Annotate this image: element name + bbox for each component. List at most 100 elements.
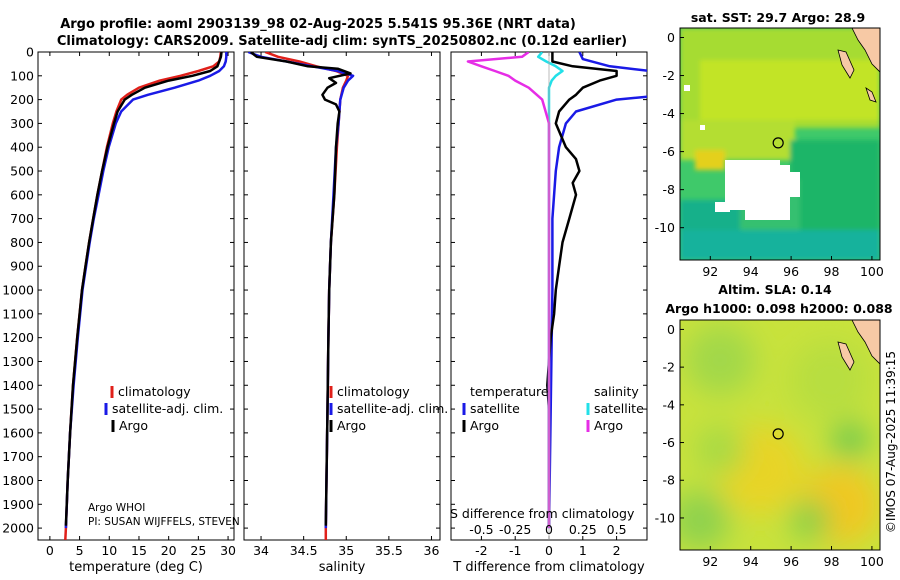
latitude-label: -6: [663, 144, 676, 159]
sla-map-title-line1: Altim. SLA: 0.14: [718, 282, 832, 297]
figure-title-line2: Climatology: CARS2009. Satellite-adj cli…: [57, 34, 627, 49]
x-tick-label: 30: [220, 543, 236, 558]
imos-copyright: ©IMOS 07-Aug-2025 11:39:15: [884, 351, 898, 533]
x-tick-label: -1: [509, 543, 521, 558]
figure-title-line1: Argo profile: aoml 2903139_98 02-Aug-202…: [60, 17, 576, 32]
x-tick-label: 15: [131, 543, 147, 558]
salinity-lines: [247, 52, 355, 540]
sla-map-panel: Altim. SLA: 0.14 Argo h1000: 0.098 h2000…: [655, 282, 893, 569]
s-difference-label: S difference from climatology: [450, 506, 635, 521]
salinity-y-ticks: [244, 51, 440, 529]
latitude-label: -4: [663, 106, 676, 121]
longitude-label: 98: [824, 264, 840, 279]
sla-map-image: [680, 320, 880, 550]
depth-tick-label: 1000: [2, 283, 34, 298]
s-tick-label: -0.25: [499, 522, 531, 537]
float-pi-note: PI: SUSAN WIJFFELS, STEVEN: [88, 516, 240, 528]
depth-tick-label: 200: [10, 92, 34, 107]
sla-map-ticks: 92 94 96 98 100 0 -2 -4 -6 -8 -10: [655, 322, 884, 569]
depth-tick-label: 2000: [2, 521, 34, 536]
latitude-label: -4: [663, 397, 676, 412]
latitude-label: -6: [663, 435, 676, 450]
depth-tick-label: 100: [10, 68, 34, 83]
series-line-argo: [250, 52, 352, 526]
t-difference-label: T difference from climatology: [452, 560, 645, 575]
sla-map-frame: [679, 319, 881, 551]
longitude-label: 96: [783, 554, 799, 569]
latitude-label: -8: [663, 182, 676, 197]
depth-tick-label: 700: [10, 211, 34, 226]
temperature-axes-frame: [37, 51, 235, 541]
sst-map-title: sat. SST: 29.7 Argo: 28.9: [691, 10, 865, 25]
argo-float-marker: [772, 137, 784, 149]
sst-map-ticks: 92 94 96 98 100 0 -2 -4 -6 -8 -10: [655, 30, 884, 279]
salinity-x-ticks: 34 34.5 35 35.5 36: [253, 52, 439, 558]
sumatra-land: [837, 320, 880, 371]
longitude-label: 96: [783, 264, 799, 279]
legend-label-temperature-argo: Argo: [470, 418, 499, 433]
x-tick-label: 34: [253, 543, 269, 558]
legend-label-satellite-adj: satellite-adj. clim.: [112, 401, 223, 416]
salinity-xlabel: salinity: [319, 560, 366, 575]
x-tick-label: 35: [338, 543, 354, 558]
latitude-label: -8: [663, 473, 676, 488]
latitude-label: -2: [663, 360, 675, 375]
sla-map-title-line2: Argo h1000: 0.098 h2000: 0.088: [665, 301, 892, 316]
latitude-label: 0: [667, 30, 675, 45]
depth-tick-label: 1500: [2, 402, 34, 417]
x-tick-label: 36: [424, 543, 440, 558]
longitude-label: 92: [702, 264, 718, 279]
depth-tick-label: 0: [26, 45, 34, 60]
series-line-argo: [64, 52, 223, 526]
salinity-panel: 34 34.5 35 35.5 36 salinity climatology sate…: [243, 51, 448, 575]
x-tick-label: 35.5: [375, 543, 403, 558]
depth-tick-label: 1200: [2, 330, 34, 345]
depth-tick-label: 1400: [2, 378, 34, 393]
depth-tick-label: 1600: [2, 425, 34, 440]
difference-lines: [466, 52, 647, 540]
longitude-label: 94: [743, 554, 759, 569]
x-tick-label: 0: [545, 543, 553, 558]
depth-tick-label: 600: [10, 187, 34, 202]
legend-label-argo: Argo: [337, 418, 366, 433]
depth-tick-label: 1800: [2, 473, 34, 488]
s-tick-label: -0.5: [469, 522, 493, 537]
x-tick-label: 34.5: [290, 543, 318, 558]
sst-map-panel: sat. SST: 29.7 Argo: 28.9: [655, 10, 884, 279]
x-tick-label: 5: [76, 543, 84, 558]
legend-label-argo: Argo: [119, 418, 148, 433]
legend-label-salinity-argo: Argo: [594, 418, 623, 433]
x-tick-label: 1: [579, 543, 587, 558]
temperature-panel: 0100200300400500600700800900100011001200…: [2, 45, 240, 576]
legend-label-climatology: climatology: [118, 384, 191, 399]
salinity-axes-frame: [243, 51, 441, 541]
depth-axis-ticks: 0 100 200 300 400 500 600 700 800 900 1000 1100 1200…: [2, 45, 234, 536]
longitude-label: 100: [860, 264, 884, 279]
salinity-legend: climatology satellite-adj. clim. Argo: [329, 384, 448, 433]
temperature-lines: [64, 52, 228, 540]
difference-panel: -2 -1 0 1 2 S difference from climatology -0…: [450, 51, 648, 575]
longitude-label: 98: [824, 554, 840, 569]
float-owner-note: Argo WHOI: [88, 502, 145, 514]
x-tick-label: 0: [46, 543, 54, 558]
difference-legend: temperature satellite Argo salinity sate…: [462, 384, 644, 433]
depth-tick-label: 800: [10, 235, 34, 250]
x-tick-label: -2: [475, 543, 487, 558]
legend-label-salinity-satellite: satellite: [594, 401, 644, 416]
temperature-xlabel: temperature (deg C): [69, 560, 203, 575]
x-tick-label: 25: [190, 543, 206, 558]
s-difference-tick-labels: -0.5 -0.25 0 0.25 0.5: [469, 522, 626, 537]
depth-tick-label: 1700: [2, 449, 34, 464]
x-tick-label: 10: [101, 543, 117, 558]
series-line-temperature-satellite: [547, 52, 647, 529]
longitude-label: 92: [702, 554, 718, 569]
s-tick-label: 0.25: [569, 522, 597, 537]
legend-label-climatology: climatology: [337, 384, 410, 399]
temperature-legend: climatology satellite-adj. clim. Argo: [104, 384, 223, 433]
difference-x-ticks: -2 -1 0 1 2: [475, 52, 621, 558]
depth-tick-label: 1300: [2, 354, 34, 369]
sumatra-land: [837, 28, 880, 103]
legend-label-satellite-adj: satellite-adj. clim.: [337, 401, 448, 416]
depth-tick-label: 400: [10, 140, 34, 155]
depth-tick-label: 300: [10, 116, 34, 131]
